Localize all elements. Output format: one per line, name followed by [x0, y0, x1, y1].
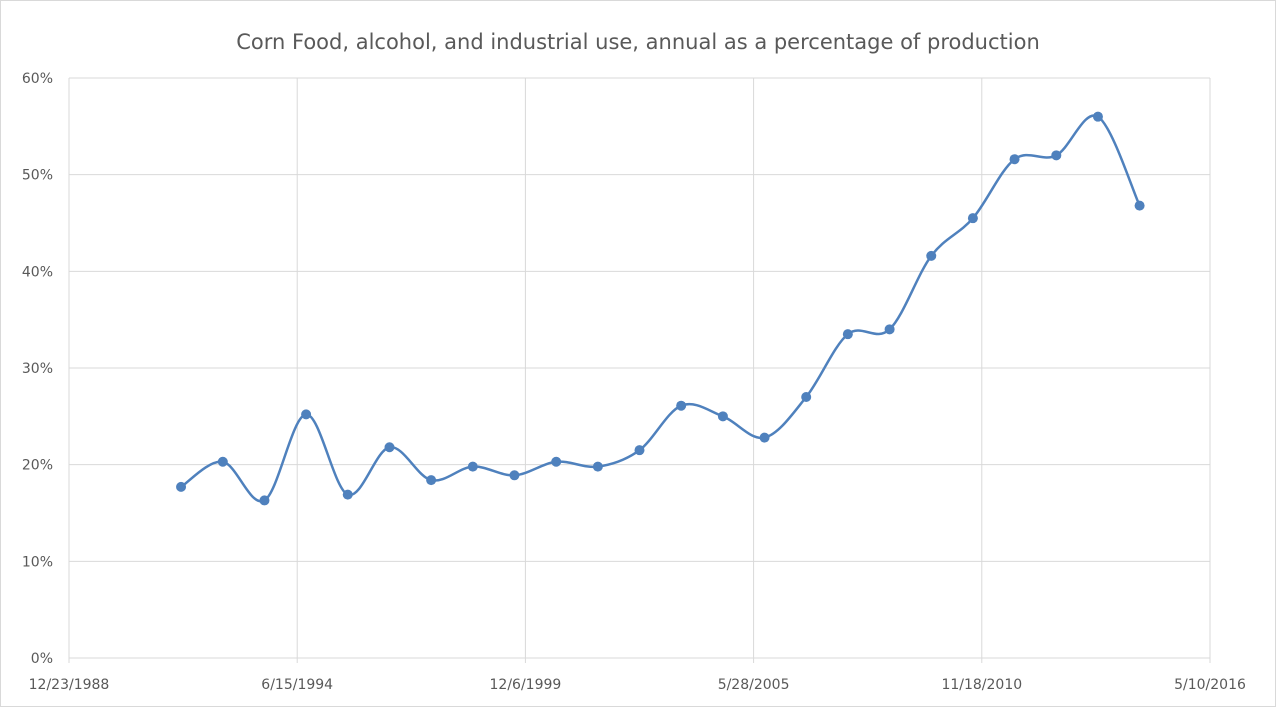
x-tick-label: 12/6/1999 — [490, 677, 562, 693]
data-point — [926, 250, 937, 261]
data-point — [967, 213, 978, 224]
axes — [68, 78, 1210, 659]
data-point — [1009, 154, 1020, 165]
data-point — [759, 432, 770, 443]
data-point — [717, 411, 728, 422]
series-line — [179, 114, 1141, 503]
data-point — [176, 481, 187, 492]
data-point — [1092, 111, 1103, 122]
data-point — [1051, 150, 1062, 161]
data-point — [426, 475, 437, 486]
y-tick-label: 10% — [22, 554, 53, 570]
data-point — [217, 456, 228, 467]
data-point — [509, 470, 520, 481]
x-tick-label: 5/10/2016 — [1174, 677, 1246, 693]
y-tick-label: 20% — [22, 458, 53, 474]
series-layer — [179, 114, 1141, 503]
x-axis-tick-labels: 12/23/1988 6/15/1994 12/6/1999 5/28/2005 11/… — [29, 677, 1246, 693]
data-point — [676, 400, 687, 411]
data-point — [842, 329, 853, 340]
data-point — [301, 409, 312, 420]
data-point — [467, 461, 478, 472]
data-point — [884, 324, 895, 335]
data-point — [551, 456, 562, 467]
chart-title: Corn Food, alcohol, and industrial use, … — [236, 30, 1040, 54]
data-point — [342, 489, 353, 500]
x-tick-label: 12/23/1988 — [29, 677, 110, 693]
x-tick-label: 6/15/1994 — [261, 677, 333, 693]
data-point — [384, 442, 395, 453]
y-tick-label: 50% — [22, 168, 53, 184]
x-tick-label: 5/28/2005 — [718, 677, 790, 693]
y-tick-label: 40% — [22, 264, 53, 280]
data-points — [176, 111, 1145, 506]
vertical-gridlines — [68, 78, 1211, 663]
data-point — [259, 495, 270, 506]
horizontal-gridlines — [69, 77, 1210, 562]
y-tick-label: 0% — [31, 651, 53, 667]
y-tick-label: 30% — [22, 361, 53, 377]
y-axis-tick-labels: 0% 10% 20% 30% 40% 50% 60% — [22, 71, 53, 667]
data-point — [592, 461, 603, 472]
data-point — [1134, 200, 1145, 211]
y-tick-label: 60% — [22, 71, 53, 87]
x-tick-label: 11/18/2010 — [941, 677, 1022, 693]
data-point — [801, 392, 812, 402]
data-point — [634, 445, 645, 456]
